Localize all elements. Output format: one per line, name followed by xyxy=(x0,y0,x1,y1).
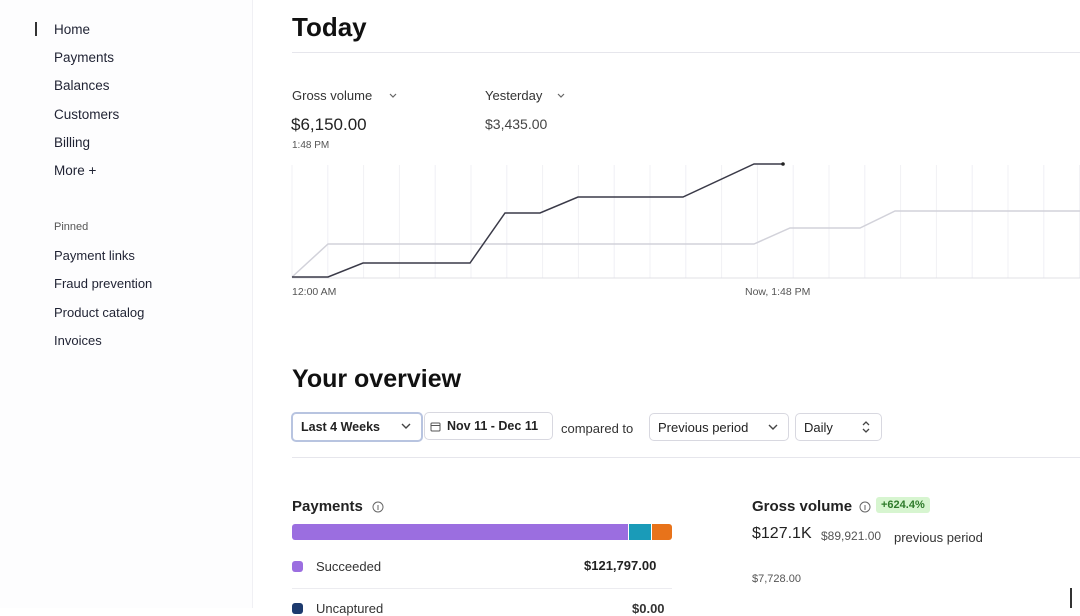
range-select[interactable]: Last 4 Weeks xyxy=(291,412,423,442)
nav-item[interactable]: More + xyxy=(54,163,97,178)
overview-title: Your overview xyxy=(292,365,462,393)
gv-previous: $89,921.00 xyxy=(821,529,882,543)
bar-segment xyxy=(629,524,651,540)
metric-label[interactable]: Gross volume xyxy=(292,88,373,103)
gv-axis-label: $7,728.00 xyxy=(752,573,801,585)
nav-item[interactable]: Home xyxy=(54,22,91,37)
today-title: Today xyxy=(292,12,367,42)
pinned-item[interactable]: Payment links xyxy=(54,248,135,263)
sidebar: Home Payments Balances Customers Billing… xyxy=(0,0,253,608)
chevron xyxy=(389,93,397,98)
compare-value: $3,435.00 xyxy=(485,116,548,132)
info-icon[interactable] xyxy=(372,501,384,513)
grid xyxy=(291,165,1080,278)
cursor xyxy=(1070,588,1072,608)
comparison-text: Previous period xyxy=(658,420,749,435)
stepper-icon xyxy=(862,421,870,433)
active-indicator xyxy=(35,22,37,36)
nav-item[interactable]: Customers xyxy=(54,107,120,122)
range-text: Last 4 Weeks xyxy=(301,420,380,434)
divider xyxy=(292,588,672,589)
bar-succeeded xyxy=(292,524,628,540)
today-line xyxy=(292,163,783,278)
chevron xyxy=(401,423,411,429)
legend-swatch xyxy=(292,561,303,572)
interval-text: Daily xyxy=(804,420,833,435)
calendar-icon xyxy=(430,422,441,432)
now-dot xyxy=(781,162,785,166)
date-picker[interactable]: Nov 11 - Dec 11 xyxy=(424,412,553,440)
gv-value: $127.1K xyxy=(752,525,812,542)
metric-time: 1:48 PM xyxy=(292,140,330,151)
compare-label[interactable]: Yesterday xyxy=(485,88,543,103)
section-heading: Pinned xyxy=(54,221,89,233)
bar-segment xyxy=(652,524,672,540)
compare-text: compared to xyxy=(561,421,634,436)
axis-label: 12:00 AM xyxy=(292,286,337,298)
divider xyxy=(292,52,1080,53)
row-value: $0.00 xyxy=(632,601,665,616)
comparison-select[interactable]: Previous period xyxy=(649,413,789,441)
divider xyxy=(292,457,1080,458)
chevron xyxy=(768,424,778,430)
chevron xyxy=(557,93,565,98)
legend-swatch xyxy=(292,603,303,614)
pinned-item[interactable]: Invoices xyxy=(54,333,102,348)
payments-title: Payments xyxy=(292,498,363,515)
nav-item[interactable]: Payments xyxy=(54,50,115,65)
metric-value: $6,150.00 xyxy=(291,115,367,134)
pinned-item[interactable]: Fraud prevention xyxy=(54,276,153,291)
nav-item[interactable]: Balances xyxy=(54,78,110,93)
row-value: $121,797.00 xyxy=(584,558,657,573)
interval-select[interactable]: Daily xyxy=(795,413,882,441)
row-label: Succeeded xyxy=(316,559,382,574)
today-chart xyxy=(291,162,1080,279)
change-badge: +624.4% xyxy=(876,497,930,513)
yesterday-line xyxy=(291,210,1080,278)
nav-item[interactable]: Billing xyxy=(54,135,91,150)
info-icon[interactable] xyxy=(859,501,871,513)
gv-previous-label: previous period xyxy=(894,530,983,545)
row-label: Uncaptured xyxy=(316,601,384,616)
pinned-item[interactable]: Product catalog xyxy=(54,305,145,320)
axis-label: Now, 1:48 PM xyxy=(745,286,811,298)
gv-title: Gross volume xyxy=(752,498,853,515)
date-text: Nov 11 - Dec 11 xyxy=(447,419,539,433)
